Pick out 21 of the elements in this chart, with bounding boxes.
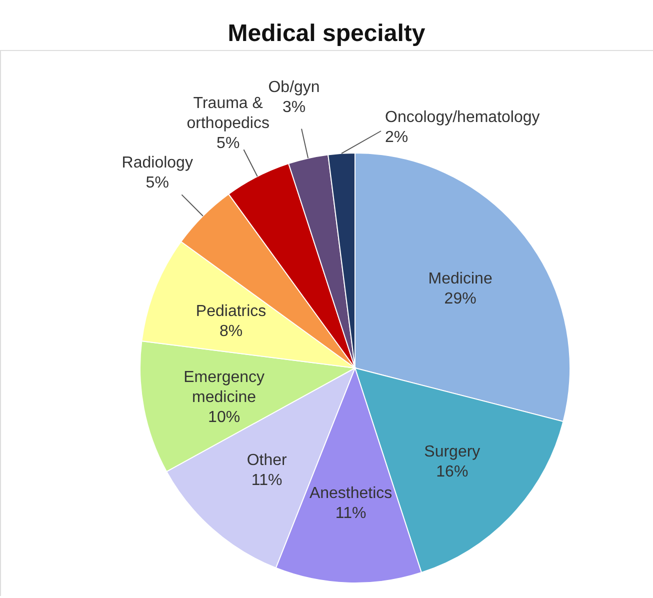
data-label: 16% (436, 463, 468, 480)
data-label: 11% (251, 472, 282, 489)
slice-label: Surgery (424, 443, 480, 460)
data-label: 2% (385, 129, 408, 146)
slice-label: Pediatrics (196, 302, 266, 320)
data-label: 3% (282, 99, 306, 116)
data-label: 29% (444, 290, 476, 308)
chart-title: Medical specialty (228, 20, 426, 47)
slice-label: Anesthetics (309, 485, 392, 502)
data-label: 5% (146, 174, 169, 192)
slice-label: Trauma & orthopedics (186, 94, 270, 132)
slice-label: Radiology (122, 154, 193, 172)
slice-label: Other (246, 452, 288, 469)
data-label: 11% (335, 505, 366, 522)
slice-label: Emergency medicine (184, 368, 265, 406)
data-label: 8% (220, 322, 243, 340)
data-label: 5% (216, 134, 240, 152)
data-label: 10% (208, 408, 240, 426)
slice-label: Ob/gyn (268, 79, 320, 96)
slice-label: Medicine (428, 270, 492, 288)
slice-label: Oncology/hematology (385, 109, 540, 126)
